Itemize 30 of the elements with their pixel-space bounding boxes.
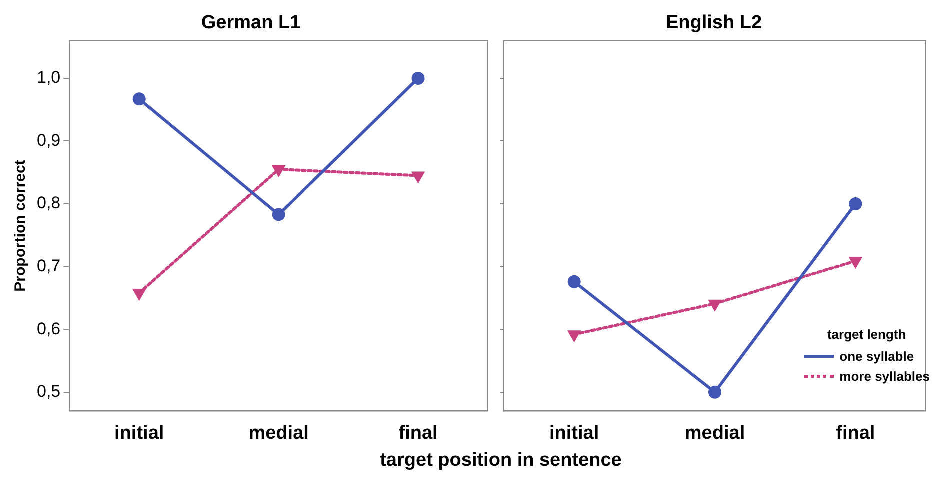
legend-title: target length [826,327,908,342]
point [272,208,286,222]
x-axis-title: target position in sentence [379,450,623,472]
point [850,257,862,268]
x-tick-label: final [836,422,876,444]
y-tick-label: 0,6 [36,319,61,338]
point [272,166,285,176]
chart-title: English L2 [666,12,762,34]
x-tick-label: medial [248,422,309,444]
point [568,330,580,342]
y-tick-label: 0,7 [36,256,61,276]
x-tick-label: initial [550,422,600,444]
x-tick-label: medial [684,422,746,444]
point [134,289,146,300]
x-tick-label: initial [114,422,164,444]
point [412,172,424,182]
y-tick-label: 0,9 [36,130,61,150]
point [849,198,862,211]
y-tick-label: 0,5 [36,382,61,402]
y-tick-label: 1,0 [36,68,61,88]
y-tick-label: 0,8 [36,194,61,213]
legend-label: more syllables [840,368,930,384]
legend-label: one syllable [840,348,914,364]
point [132,92,146,106]
point [568,275,581,288]
chart-title: German L1 [201,12,302,34]
y-axis-title: Proportion correct [12,160,30,292]
x-tick-label: final [398,422,438,444]
point [412,72,425,85]
point [709,300,721,310]
